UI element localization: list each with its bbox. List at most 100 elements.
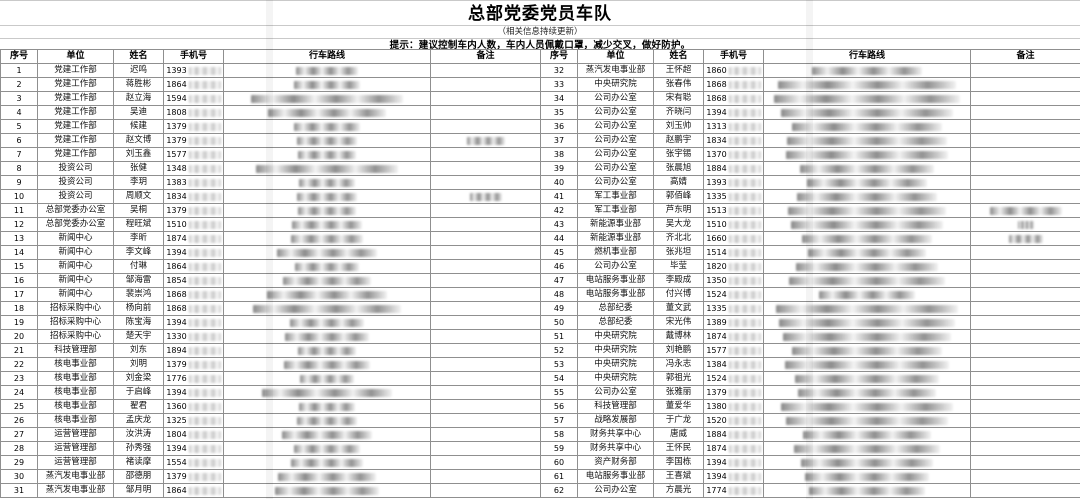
cell-phone[interactable]: 1393 <box>163 63 224 78</box>
cell-phone[interactable]: 1808 <box>163 105 224 120</box>
cell-name[interactable]: 吴迪 <box>113 105 164 120</box>
cell-no[interactable]: 59 <box>540 441 578 456</box>
cell-phone[interactable]: 1774 <box>703 483 764 498</box>
cell-no[interactable]: 39 <box>540 161 578 176</box>
cell-phone[interactable]: 1874 <box>703 329 764 344</box>
cell-no[interactable]: 32 <box>540 63 578 78</box>
cell-no[interactable]: 46 <box>540 259 578 274</box>
cell-name[interactable]: 李玥 <box>113 175 164 190</box>
cell-unit[interactable]: 军工事业部 <box>577 189 654 204</box>
cell-name[interactable]: 蒋胜彬 <box>113 77 164 92</box>
cell-phone[interactable]: 1394 <box>163 245 224 260</box>
cell-unit[interactable]: 蒸汽发电事业部 <box>577 63 654 78</box>
cell-route[interactable] <box>223 161 431 176</box>
cell-name[interactable]: 齐晓闫 <box>653 105 704 120</box>
cell-name[interactable]: 董爱华 <box>653 399 704 414</box>
cell-no[interactable]: 9 <box>0 175 38 190</box>
cell-note[interactable] <box>970 469 1080 484</box>
cell-route[interactable] <box>763 371 971 386</box>
cell-note[interactable] <box>970 357 1080 372</box>
cell-route[interactable] <box>223 147 431 162</box>
cell-phone[interactable]: 1394 <box>703 469 764 484</box>
cell-note[interactable] <box>430 301 541 316</box>
cell-route[interactable] <box>763 133 971 148</box>
cell-unit[interactable]: 党建工作部 <box>37 91 114 106</box>
cell-phone[interactable]: 1379 <box>163 119 224 134</box>
cell-note[interactable] <box>430 287 541 302</box>
cell-name[interactable]: 赵文博 <box>113 133 164 148</box>
cell-unit[interactable]: 投资公司 <box>37 189 114 204</box>
cell-unit[interactable]: 运营管理部 <box>37 427 114 442</box>
table-row[interactable]: 25 核电事业部 翟君 1360 <box>0 399 541 414</box>
cell-route[interactable] <box>223 385 431 400</box>
cell-phone[interactable]: 1379 <box>163 469 224 484</box>
cell-note[interactable] <box>430 259 541 274</box>
cell-name[interactable]: 齐北北 <box>653 231 704 246</box>
table-row[interactable]: 33 中央研究院 张春伟 1868 <box>540 77 1080 92</box>
cell-unit[interactable]: 公司办公室 <box>577 147 654 162</box>
cell-unit[interactable]: 中央研究院 <box>577 343 654 358</box>
cell-no[interactable]: 51 <box>540 329 578 344</box>
cell-unit[interactable]: 总部纪委 <box>577 301 654 316</box>
cell-unit[interactable]: 电站服务事业部 <box>577 287 654 302</box>
cell-unit[interactable]: 公司办公室 <box>577 91 654 106</box>
cell-no[interactable]: 54 <box>540 371 578 386</box>
column-header-note[interactable]: 备注 <box>970 49 1080 64</box>
column-header-phone[interactable]: 手机号 <box>703 49 764 64</box>
cell-unit[interactable]: 财务共享中心 <box>577 441 654 456</box>
cell-unit[interactable]: 招标采购中心 <box>37 301 114 316</box>
cell-note[interactable] <box>430 441 541 456</box>
cell-phone[interactable]: 1394 <box>703 105 764 120</box>
cell-route[interactable] <box>763 77 971 92</box>
cell-phone[interactable]: 1348 <box>163 161 224 176</box>
cell-phone[interactable]: 1804 <box>163 427 224 442</box>
cell-phone[interactable]: 1380 <box>703 399 764 414</box>
cell-unit[interactable]: 核电事业部 <box>37 385 114 400</box>
table-row[interactable]: 16 新闻中心 邹海雷 1854 <box>0 273 541 288</box>
cell-phone[interactable]: 1854 <box>163 273 224 288</box>
cell-unit[interactable]: 总部纪委 <box>577 315 654 330</box>
cell-no[interactable]: 3 <box>0 91 38 106</box>
table-row[interactable]: 58 财务共享中心 唐威 1884 <box>540 427 1080 442</box>
cell-note[interactable] <box>430 91 541 106</box>
cell-unit[interactable]: 军工事业部 <box>577 203 654 218</box>
cell-phone[interactable]: 1820 <box>703 259 764 274</box>
cell-note[interactable] <box>970 105 1080 120</box>
cell-no[interactable]: 7 <box>0 147 38 162</box>
cell-unit[interactable]: 新闻中心 <box>37 245 114 260</box>
cell-name[interactable]: 杨向前 <box>113 301 164 316</box>
table-row[interactable]: 37 公司办公室 赵鹏宇 1834 <box>540 133 1080 148</box>
cell-name[interactable]: 付兴博 <box>653 287 704 302</box>
cell-phone[interactable]: 1524 <box>703 287 764 302</box>
cell-name[interactable]: 宋光伟 <box>653 315 704 330</box>
cell-unit[interactable]: 党建工作部 <box>37 105 114 120</box>
cell-route[interactable] <box>763 413 971 428</box>
cell-no[interactable]: 52 <box>540 343 578 358</box>
cell-phone[interactable]: 1514 <box>703 245 764 260</box>
cell-note[interactable] <box>970 245 1080 260</box>
cell-note[interactable] <box>970 427 1080 442</box>
table-row[interactable]: 47 电站服务事业部 李殿成 1350 <box>540 273 1080 288</box>
cell-note[interactable] <box>970 483 1080 498</box>
cell-no[interactable]: 55 <box>540 385 578 400</box>
cell-note[interactable] <box>430 245 541 260</box>
table-row[interactable]: 18 招标采购中心 杨向前 1868 <box>0 301 541 316</box>
table-row[interactable]: 34 公司办公室 宋有聪 1868 <box>540 91 1080 106</box>
cell-no[interactable]: 60 <box>540 455 578 470</box>
cell-unit[interactable]: 新闻中心 <box>37 259 114 274</box>
table-row[interactable]: 41 军工事业部 郭佰峰 1335 <box>540 189 1080 204</box>
cell-unit[interactable]: 科技管理部 <box>37 343 114 358</box>
cell-name[interactable]: 于广龙 <box>653 413 704 428</box>
table-row[interactable]: 4 党建工作部 吴迪 1808 <box>0 105 541 120</box>
cell-phone[interactable]: 1379 <box>163 203 224 218</box>
table-row[interactable]: 15 新闻中心 付琳 1864 <box>0 259 541 274</box>
cell-route[interactable] <box>223 483 431 498</box>
cell-note[interactable] <box>430 385 541 400</box>
cell-route[interactable] <box>223 343 431 358</box>
table-row[interactable]: 2 党建工作部 蒋胜彬 1864 <box>0 77 541 92</box>
cell-name[interactable]: 吴桐 <box>113 203 164 218</box>
cell-name[interactable]: 周顺文 <box>113 189 164 204</box>
cell-no[interactable]: 61 <box>540 469 578 484</box>
cell-no[interactable]: 17 <box>0 287 38 302</box>
table-row[interactable]: 32 蒸汽发电事业部 王怀超 1860 <box>540 63 1080 78</box>
